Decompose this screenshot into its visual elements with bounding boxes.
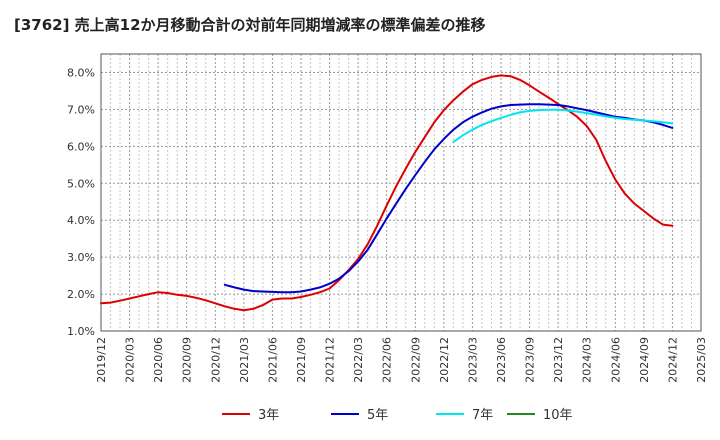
y-tick-label: 1.0% (67, 325, 95, 338)
x-tick-label: 2024/06 (609, 337, 622, 383)
legend-label-1: 5年 (367, 408, 388, 423)
y-tick-label: 2.0% (67, 288, 95, 301)
x-tick-label: 2023/09 (524, 337, 537, 383)
legend-label-2: 7年 (472, 408, 493, 423)
x-tick-label: 2020/09 (181, 337, 194, 383)
x-tick-label: 2025/03 (695, 337, 708, 383)
x-tick-label: 2023/06 (495, 337, 508, 383)
x-tick-label: 2023/12 (552, 337, 565, 383)
y-tick-label: 7.0% (67, 103, 95, 116)
x-tick-label: 2023/03 (466, 337, 479, 383)
y-tick-label: 6.0% (67, 140, 95, 153)
plot-frame (100, 53, 702, 332)
x-tick-label: 2022/03 (352, 337, 365, 383)
x-tick-label: 2020/03 (124, 337, 137, 383)
x-tick-label: 2022/06 (381, 337, 394, 383)
x-tick-label: 2021/03 (238, 337, 251, 383)
x-tick-label: 2024/03 (581, 337, 594, 383)
x-tick-label: 2024/12 (666, 337, 679, 383)
x-tick-label: 2024/09 (638, 337, 651, 383)
x-tick-label: 2020/12 (209, 337, 222, 383)
x-tick-label: 2022/09 (409, 337, 422, 383)
chart-title: [3762] 売上高12か月移動合計の対前年同期増減率の標準偏差の推移 (14, 16, 486, 34)
x-tick-label: 2021/12 (324, 337, 337, 383)
x-tick-label: 2021/06 (266, 337, 279, 383)
legend-label-3: 10年 (543, 408, 573, 423)
x-tick-label: 2019/12 (95, 337, 108, 383)
series-line-1 (223, 103, 674, 294)
x-tick-label: 2020/06 (152, 337, 165, 383)
series-line-2 (452, 108, 674, 143)
y-tick-label: 4.0% (67, 214, 95, 227)
y-tick-label: 3.0% (67, 251, 95, 264)
series-line-0 (100, 74, 674, 312)
x-tick-label: 2021/09 (295, 337, 308, 383)
legend-label-0: 3年 (258, 408, 279, 423)
x-tick-label: 2022/12 (438, 337, 451, 383)
y-tick-label: 8.0% (67, 66, 95, 79)
y-tick-label: 5.0% (67, 177, 95, 190)
plot-area (101, 54, 701, 331)
